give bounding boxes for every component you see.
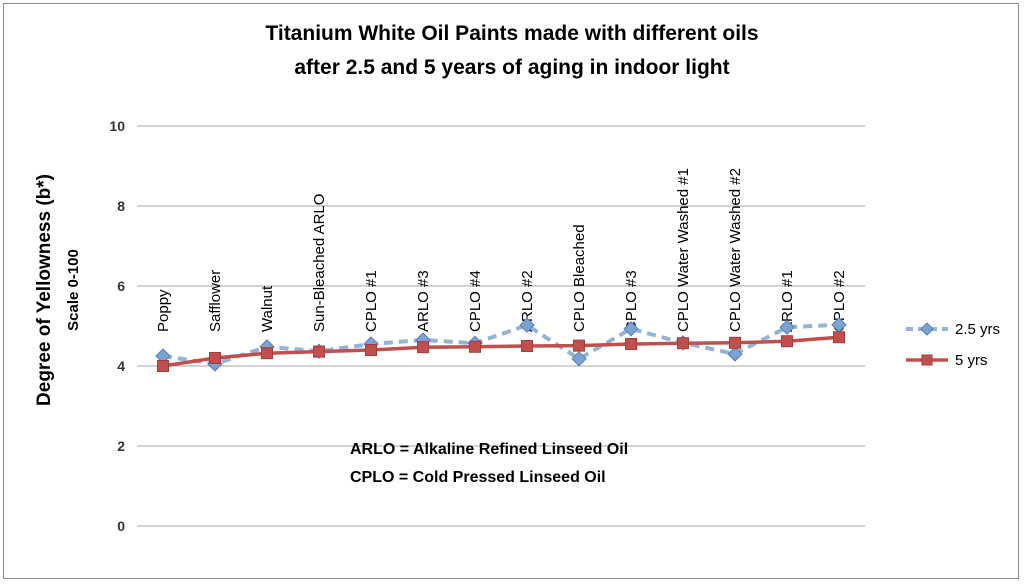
- y-tick-label: 10: [109, 118, 125, 134]
- data-point: [729, 336, 741, 349]
- legend-marker: [921, 354, 933, 366]
- data-point: [209, 352, 221, 364]
- y-tick-label: 8: [117, 198, 125, 214]
- legend: 2.5 yrs 5 yrs: [906, 321, 1000, 369]
- data-point: [571, 351, 587, 367]
- annotation-cplo: CPLO = Cold Pressed Linseed Oil: [350, 469, 606, 486]
- grid: [137, 125, 865, 527]
- data-point: [417, 341, 429, 354]
- data-point: [677, 337, 689, 350]
- data-point: [519, 317, 535, 333]
- data-point: [781, 335, 793, 348]
- data-point: [261, 347, 273, 360]
- y-tick-label: 2: [117, 438, 125, 454]
- category-label: Poppy: [155, 289, 172, 332]
- data-point: [625, 338, 637, 350]
- category-label: CPLO #1: [363, 270, 380, 332]
- category-label: Safflower: [207, 270, 224, 332]
- category-label: CPLO #2: [831, 270, 848, 332]
- category-label: Walnut: [259, 285, 276, 332]
- y-axis-label: Degree of Yellowness (b*): [34, 174, 55, 406]
- category-label: CPLO Water Washed #2: [727, 168, 744, 332]
- data-point: [469, 340, 481, 353]
- category-label: CPLO #3: [623, 270, 640, 332]
- data-point: [779, 319, 795, 335]
- category-label: ARLO #2: [519, 270, 536, 332]
- legend-label: 2.5 yrs: [955, 321, 1000, 338]
- category-label: ARLO #3: [415, 270, 432, 332]
- category-label: Sun-Bleached ARLO: [311, 194, 328, 332]
- chart-title-line-2: after 2.5 and 5 years of aging in indoor…: [294, 56, 729, 79]
- y-tick-label: 0: [117, 518, 125, 534]
- data-point: [833, 331, 845, 344]
- y-tick-label: 6: [117, 278, 125, 294]
- annotation-arlo: ARLO = Alkaline Refined Linseed Oil: [350, 441, 628, 458]
- series-line: [162, 322, 840, 366]
- data-point: [727, 346, 743, 362]
- legend-marker: [920, 322, 934, 336]
- chart-title-line-1: Titanium White Oil Paints made with diff…: [265, 22, 758, 45]
- chart-frame: [3, 3, 1019, 579]
- y-axis-sublabel: Scale 0-100: [65, 249, 82, 331]
- legend-label: 5 yrs: [955, 352, 988, 369]
- data-point: [157, 360, 169, 372]
- category-labels: Poppy Safflower Walnut Sun-Bleached ARLO CPL…: [155, 168, 848, 332]
- series-group: [155, 317, 847, 372]
- data-point: [623, 321, 639, 337]
- category-label: CPLO Bleached: [571, 224, 588, 332]
- category-label: CPLO Water Washed #1: [675, 168, 692, 332]
- series-line: [162, 335, 840, 368]
- data-point: [521, 340, 533, 352]
- data-point: [313, 345, 325, 358]
- category-label: CPLO #4: [467, 270, 484, 332]
- y-tick-label: 4: [117, 358, 125, 374]
- y-axis-ticks: 0 2 4 6 8 10: [109, 118, 125, 534]
- data-point: [365, 344, 377, 356]
- category-label: ARLO #1: [779, 270, 796, 332]
- data-point: [573, 339, 585, 352]
